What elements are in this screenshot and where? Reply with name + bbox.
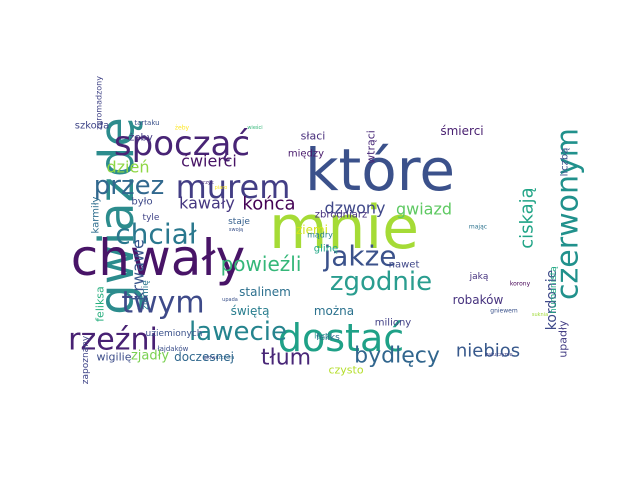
cloud-word: wigilię	[97, 351, 132, 364]
cloud-word: żeby	[175, 125, 190, 132]
cloud-word: między	[288, 149, 324, 160]
cloud-word: zgromadzony	[95, 76, 104, 130]
cloud-word: niebios	[456, 341, 520, 362]
cloud-word: chciał	[115, 218, 196, 251]
cloud-word: swoją	[229, 227, 243, 233]
cloud-word: ziemię	[141, 280, 151, 310]
cloud-word: czerwonym	[551, 128, 586, 300]
cloud-word: zjadły	[131, 349, 169, 364]
cloud-word: świętą	[231, 304, 270, 318]
cloud-word: końca	[242, 194, 295, 215]
cloud-word: kordonie	[544, 270, 560, 331]
cloud-word: zatuczyme	[485, 352, 512, 358]
cloud-word: chwały	[71, 229, 246, 287]
cloud-word: tłum	[261, 346, 311, 371]
cloud-word: jaką	[469, 272, 489, 282]
cloud-word: robaków	[453, 293, 504, 307]
cloud-word: uziemionych	[146, 329, 203, 339]
cloud-word: piaro	[215, 185, 228, 191]
cloud-word: wtrąci	[365, 130, 378, 164]
cloud-word: miliony	[375, 318, 412, 329]
cloud-word: murem	[176, 168, 291, 206]
cloud-word: gniewem	[490, 308, 518, 315]
cloud-word: szczera	[216, 355, 235, 361]
cloud-word: glinę	[314, 244, 338, 255]
cloud-word: zbrodniarz	[315, 210, 368, 221]
cloud-word: dostać	[278, 316, 404, 360]
cloud-word: tartaku	[134, 119, 159, 127]
cloud-word: twym	[121, 286, 204, 321]
cloud-word: bydlęcy	[354, 344, 440, 369]
cloud-word: zapoznany	[81, 335, 91, 384]
cloud-word: gwiazd	[396, 200, 452, 219]
cloud-word: szkoda	[75, 121, 110, 132]
cloud-word: mając	[469, 224, 487, 231]
cloud-word: powieźli	[221, 252, 302, 276]
cloud-word: żeby	[129, 133, 153, 144]
cloud-word: wieści	[247, 124, 262, 131]
cloud-word: można	[314, 304, 354, 318]
cloud-word: karmiły	[91, 196, 102, 233]
cloud-word: zgodnie	[330, 267, 432, 297]
cloud-word: łajdaków	[158, 345, 189, 353]
cloud-word: krwawe	[129, 239, 148, 301]
cloud-word: lawecie	[189, 317, 287, 347]
cloud-word: rzeźni	[68, 323, 158, 358]
cloud-word: krzyk	[200, 180, 214, 186]
cloud-word: mnie	[269, 193, 419, 263]
cloud-word: spocząć	[114, 124, 250, 164]
cloud-word: słaci	[301, 130, 326, 143]
cloud-word: upadły	[557, 320, 570, 358]
cloud-word: feliksa	[94, 286, 107, 322]
cloud-word: dzień	[107, 158, 150, 177]
cloud-word: czysto	[328, 364, 363, 377]
cloud-word: tyle	[143, 213, 160, 223]
cloud-word: było	[131, 197, 152, 208]
cloud-word: ćwierci	[181, 152, 237, 171]
cloud-word: ziemi	[296, 223, 328, 237]
cloud-word: upada	[222, 297, 238, 303]
cloud-word: doczesnej	[174, 350, 234, 364]
cloud-word: kawały	[179, 194, 235, 213]
cloud-word: które	[305, 136, 455, 204]
cloud-word: nawet	[389, 260, 420, 271]
cloud-word: liczbą	[560, 148, 571, 177]
cloud-word: suknia	[532, 312, 548, 318]
cloud-word: lecz	[314, 332, 330, 341]
cloud-word: ciskają	[517, 187, 538, 248]
cloud-word: jakże	[322, 240, 396, 273]
cloud-word: gwiazdę	[89, 117, 145, 315]
cloud-word: humanistą	[549, 266, 559, 314]
cloud-word: mądry	[307, 231, 333, 240]
cloud-word: feliks	[316, 333, 340, 343]
cloud-word: stalinem	[239, 285, 291, 299]
cloud-word: głowa	[204, 355, 219, 361]
cloud-word: dzwony	[324, 199, 385, 218]
cloud-word: staje	[228, 217, 250, 227]
cloud-word: przez	[94, 171, 164, 201]
cloud-word: śmierci	[440, 124, 483, 138]
cloud-word: korony	[510, 281, 531, 288]
